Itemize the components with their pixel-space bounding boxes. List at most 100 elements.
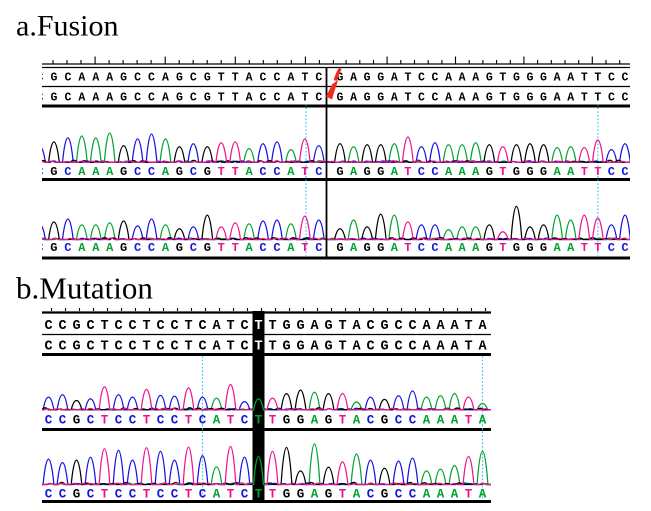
svg-text:C: C [315,72,322,85]
svg-text:A: A [78,72,85,85]
svg-text:A: A [423,488,431,502]
svg-text:T: T [339,414,347,428]
svg-text:A: A [287,241,295,255]
svg-text:C: C [394,340,402,355]
svg-text:A: A [350,241,358,255]
svg-text:T: T [301,165,308,179]
svg-text:A: A [479,488,487,502]
svg-text:G: G [50,165,57,179]
svg-text:G: G [364,92,371,105]
svg-text:T: T [594,165,601,179]
svg-text:T: T [301,241,308,255]
svg-text:G: G [513,165,520,179]
svg-text:T: T [254,319,262,334]
svg-text:C: C [115,488,123,502]
svg-text:T: T [101,414,109,428]
svg-text:C: C [199,414,207,428]
svg-text:G: G [204,72,211,85]
svg-text:C: C [190,72,197,85]
svg-text:A: A [106,72,113,85]
svg-text:T: T [268,319,276,334]
svg-text:A: A [422,319,431,334]
svg-text:C: C [171,488,179,502]
svg-text:T: T [100,319,108,334]
svg-text:C: C [129,414,137,428]
svg-text:C: C [64,92,71,105]
svg-text:T: T [185,414,193,428]
svg-text:G: G [324,319,332,334]
svg-text:G: G [513,92,520,105]
svg-text:G: G [120,92,127,105]
svg-text:A: A [391,241,399,255]
svg-text:G: G [527,72,534,85]
svg-text:A: A [92,165,100,179]
svg-text:A: A [437,414,445,428]
svg-text:A: A [287,165,295,179]
svg-text:C: C [87,414,95,428]
svg-text:A: A [450,319,459,334]
svg-text:G: G [377,165,384,179]
svg-text:A: A [353,488,361,502]
svg-text:G: G [527,92,534,105]
svg-text:T: T [255,488,263,502]
svg-text:C: C [366,340,374,355]
svg-text:C: C [240,319,248,334]
svg-text:A: A [458,241,466,255]
svg-text:A: A [450,340,459,355]
svg-text:C: C [171,414,179,428]
svg-text:C: C [394,319,402,334]
svg-text:C: C [190,92,197,105]
svg-text:A: A [436,319,445,334]
svg-text:T: T [226,340,234,355]
svg-text:C: C [259,165,266,179]
svg-text:C: C [274,92,281,105]
svg-text:C: C [190,241,197,255]
svg-text:G: G [282,319,290,334]
svg-text:C: C [148,72,155,85]
svg-text:A: A [310,319,319,334]
svg-text:G: G [364,72,371,85]
svg-text:T: T [464,340,472,355]
svg-text:T: T [594,241,601,255]
svg-text:G: G [204,92,211,105]
svg-text:C: C [156,319,164,334]
svg-text:G: G [120,241,127,255]
svg-text:T: T [218,72,225,85]
svg-text:C: C [36,165,43,179]
svg-text:A: A [554,92,561,105]
svg-text:G: G [513,72,520,85]
svg-text:T: T [404,241,411,255]
svg-text:G: G [296,319,304,334]
svg-text:G: G [526,241,533,255]
svg-text:C: C [198,340,206,355]
svg-text:C: C [432,72,439,85]
svg-text:G: G [283,488,291,502]
svg-text:C: C [134,241,141,255]
svg-text:A: A [436,340,445,355]
svg-text:C: C [134,165,141,179]
svg-text:G: G [540,241,547,255]
svg-text:C: C [45,488,53,502]
svg-text:C: C [273,241,280,255]
svg-text:C: C [64,241,71,255]
svg-text:G: G [325,414,333,428]
svg-text:G: G [381,414,389,428]
svg-text:C: C [148,92,155,105]
svg-text:C: C [418,241,425,255]
svg-text:T: T [254,340,262,355]
svg-text:G: G [363,241,370,255]
svg-text:A: A [472,72,479,85]
svg-text:A: A [92,72,99,85]
svg-text:C: C [395,488,403,502]
svg-text:A: A [478,340,487,355]
svg-text:A: A [567,72,574,85]
svg-text:A: A [78,241,86,255]
svg-text:A: A [451,414,459,428]
svg-text:T: T [226,319,234,334]
svg-text:A: A [553,165,561,179]
svg-text:C: C [409,488,417,502]
svg-text:A: A [478,319,487,334]
svg-text:A: A [246,92,253,105]
svg-text:C: C [190,165,197,179]
svg-text:C: C [58,340,66,355]
